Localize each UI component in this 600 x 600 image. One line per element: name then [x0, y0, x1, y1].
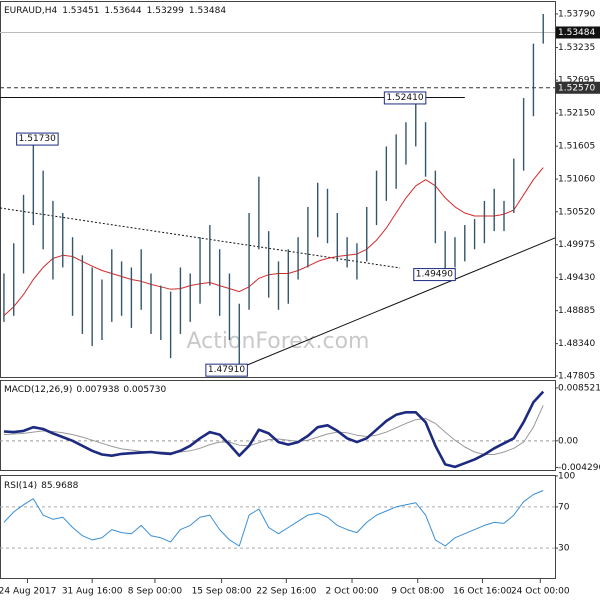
y-tick-label: 1.52695 — [558, 76, 595, 86]
annotation-label: 1.52410 — [386, 93, 423, 103]
readout: 85.9688 — [41, 481, 78, 491]
y-tick-label: 1.51605 — [558, 142, 595, 152]
readout: 0.005730 — [123, 385, 166, 395]
indicator-line — [3, 490, 544, 547]
annotation-label: 1.49490 — [416, 270, 453, 280]
quote: 1.53299 — [147, 6, 184, 16]
annotation-box — [16, 132, 59, 146]
annotation: 1.52410 — [383, 91, 427, 105]
x-tick-label: 15 Sep 08:00 — [192, 587, 252, 597]
x-tick-label: 9 Oct 08:00 — [391, 587, 444, 597]
trendline — [230, 237, 556, 373]
y-tick-label: 1.47805 — [558, 372, 595, 382]
x-tick-label: 22 Sep 16:00 — [256, 587, 316, 597]
quote: 1.53644 — [104, 6, 141, 16]
x-tick-label: 16 Oct 16:00 — [453, 587, 512, 597]
moving-average — [3, 167, 544, 317]
indicator-name: MACD(12,26,9) — [4, 385, 72, 395]
annotation: 1.47910 — [205, 363, 248, 377]
annotation-box — [205, 363, 248, 377]
y-tick-label: 0.00 — [558, 436, 578, 446]
y-tick-label: 1.49975 — [558, 240, 595, 250]
macd-frame — [0, 380, 556, 471]
watermark: ActionForex.com — [187, 329, 370, 354]
y-tick-label: 1.53235 — [558, 43, 595, 53]
y-tick-label: 1.52150 — [558, 109, 595, 119]
y-tick-label: 0.008521 — [558, 383, 600, 393]
y-tick-label: 1.48885 — [558, 306, 595, 316]
x-tick-label: 2 Oct 00:00 — [326, 587, 379, 597]
annotation: 1.51730 — [16, 132, 59, 146]
indicator-title: RSI(14) 85.9688 — [4, 481, 79, 491]
annotation: 1.49490 — [413, 268, 456, 282]
price-box — [556, 81, 600, 94]
price-label: 1.53484 — [558, 28, 595, 38]
x-tick-label: 8 Sep 00:00 — [128, 587, 183, 597]
indicator-line — [3, 390, 545, 469]
trendline — [0, 207, 401, 269]
annotation-box — [413, 268, 456, 282]
symbol: EURAUD,H4 — [4, 6, 57, 16]
quote: 1.53484 — [189, 6, 226, 16]
price-box — [556, 26, 600, 39]
y-tick-label: 100 — [558, 472, 575, 482]
chart-title: EURAUD,H4 1.53451 1.53644 1.53299 1.53484 — [4, 6, 226, 16]
indicator-name: RSI(14) — [4, 481, 37, 491]
readout: 0.007938 — [76, 385, 119, 395]
y-tick-label: -0.004296 — [558, 463, 600, 473]
quote: 1.53451 — [62, 6, 99, 16]
y-tick-label: 1.49430 — [558, 273, 595, 283]
y-tick-label: 70 — [558, 502, 570, 512]
annotation-box — [383, 91, 427, 105]
x-tick-label: 31 Aug 16:00 — [62, 587, 123, 597]
y-tick-label: 1.48340 — [558, 339, 595, 349]
x-tick-label: 24 Aug 2017 — [0, 587, 56, 597]
x-tick-label: 24 Oct 00:00 — [511, 587, 570, 597]
rsi-frame — [0, 475, 556, 579]
y-tick-label: 1.51060 — [558, 175, 595, 185]
y-tick-label: 30 — [558, 544, 570, 554]
indicator-title: MACD(12,26,9) 0.007938 0.005730 — [4, 385, 167, 395]
price-frame — [0, 1, 556, 378]
price-label: 1.52570 — [558, 83, 595, 93]
y-tick-label: 1.53790 — [558, 9, 595, 19]
y-tick-label: 1.50520 — [558, 207, 595, 217]
annotation-label: 1.47910 — [208, 365, 245, 375]
annotation-label: 1.51730 — [19, 134, 56, 144]
